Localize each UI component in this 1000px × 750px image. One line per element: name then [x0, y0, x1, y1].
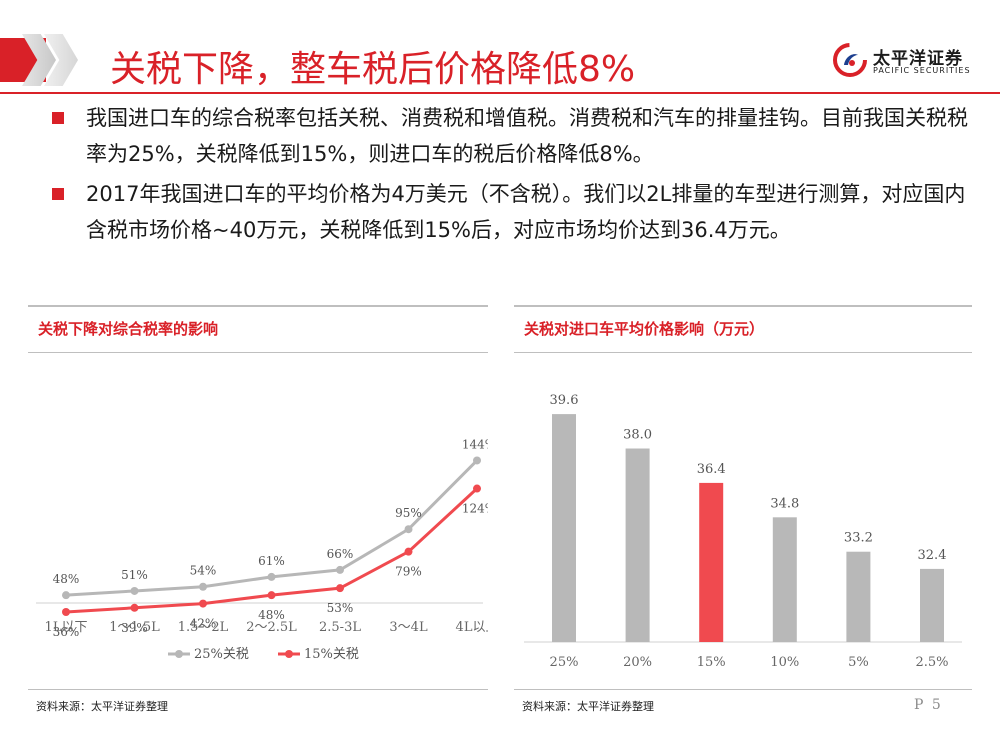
- data-point: [62, 591, 70, 600]
- panel-title-rule: [514, 352, 972, 353]
- x-tick-label: 20%: [623, 655, 652, 670]
- right-chart-title: 关税对进口车平均价格影响（万元）: [524, 320, 765, 338]
- data-label: 61%: [258, 554, 285, 568]
- bar-value-label: 36.4: [697, 462, 726, 477]
- bar-value-label: 32.4: [918, 548, 947, 563]
- x-tick-label: 25%: [550, 655, 579, 670]
- bar: [920, 568, 944, 642]
- x-tick-label: 1L以下: [45, 620, 88, 635]
- left-chart-source: 资料来源：太平洋证券整理: [36, 700, 168, 713]
- bar: [772, 517, 797, 642]
- data-label: 42%: [190, 617, 217, 631]
- panel-top-rule: [28, 305, 488, 307]
- x-tick-label: 2～2.5L: [246, 620, 297, 635]
- x-tick-label: 15%: [697, 655, 726, 670]
- bullet-item: 2017年我国进口车的平均价格为4万美元（不含税）。我们以2L排量的车型进行测算…: [52, 176, 982, 248]
- bar-value-label: 39.6: [550, 393, 579, 408]
- data-label: 124%: [462, 502, 488, 516]
- data-point: [336, 565, 344, 574]
- panel-bottom-rule: [28, 689, 488, 690]
- data-point: [473, 484, 481, 493]
- data-point: [404, 525, 413, 534]
- data-label: 66%: [327, 547, 354, 561]
- data-point: [199, 582, 207, 591]
- bullet-square-icon: [52, 188, 64, 200]
- data-point: [267, 572, 276, 581]
- bar: [846, 551, 871, 642]
- data-label: 79%: [395, 565, 422, 579]
- panel-top-rule: [514, 305, 972, 307]
- header-divider: [0, 92, 1000, 94]
- x-tick-label: 2.5-3L: [319, 620, 361, 635]
- bullet-list: 我国进口车的综合税率包括关税、消费税和增值税。消费税和汽车的排量挂钩。目前我国关…: [52, 100, 982, 252]
- data-point: [267, 591, 276, 600]
- data-label: 54%: [190, 564, 217, 578]
- slide-title: 关税下降，整车税后价格降低8%: [110, 49, 636, 90]
- bar: [625, 448, 650, 642]
- bullet-item: 我国进口车的综合税率包括关税、消费税和增值税。消费税和汽车的排量挂钩。目前我国关…: [52, 100, 982, 172]
- bullet-square-icon: [52, 112, 64, 124]
- page-number: P 5: [914, 697, 943, 713]
- x-tick-label: 2.5%: [915, 655, 948, 670]
- legend-swatch-marker: [175, 650, 183, 658]
- bar-value-label: 38.0: [623, 428, 652, 443]
- left-chart-panel: 关税下降对综合税率的影响 48% 51% 54% 61% 66% 95% 144% 36% 39…: [28, 305, 488, 725]
- data-label: 144%: [462, 437, 488, 451]
- data-point: [404, 547, 413, 556]
- data-label: 39%: [121, 621, 148, 635]
- data-label: 48%: [53, 572, 80, 586]
- data-point: [130, 603, 139, 612]
- bar-value-label: 34.8: [770, 496, 799, 511]
- bar: [552, 414, 576, 642]
- price-bar-chart: 39.6 25% 38.0 20% 36.4 15% 34.8 10% 33.2 5% 32.4 2.…: [524, 393, 962, 670]
- x-tick-label: 1～1.5L: [109, 620, 160, 635]
- right-chart-panel: 关税对进口车平均价格影响（万元） 39.6 25% 38.0 20% 36.4 15% 34…: [514, 305, 972, 725]
- right-chart-source: 资料来源：太平洋证券整理: [522, 700, 654, 713]
- x-tick-label: 10%: [770, 655, 799, 670]
- data-label: 95%: [395, 506, 422, 520]
- left-chart-title: 关税下降对综合税率的影响: [38, 320, 219, 338]
- x-tick-label: 5%: [848, 655, 869, 670]
- legend-label: 25%关税: [194, 647, 249, 662]
- x-tick-label: 4L以上: [456, 620, 488, 635]
- bullet-text: 我国进口车的综合税率包括关税、消费税和增值税。消费税和汽车的排量挂钩。目前我国关…: [86, 106, 968, 166]
- data-point: [130, 586, 139, 595]
- legend-swatch-marker: [285, 650, 293, 658]
- bar-value-label: 33.2: [844, 531, 873, 546]
- legend-label: 15%关税: [304, 647, 359, 662]
- panel-title-rule: [28, 352, 488, 353]
- company-logo: 太平洋证券 PACIFIC SECURITIES: [833, 40, 993, 82]
- data-label: 51%: [121, 568, 148, 582]
- logo-name-cn: 太平洋证券: [873, 49, 963, 69]
- data-point: [199, 599, 207, 608]
- data-point: [336, 584, 344, 593]
- data-point: [473, 456, 481, 465]
- tax-rate-line-chart: 48% 51% 54% 61% 66% 95% 144% 36% 39% 42% 48% 53% 79%…: [36, 437, 488, 662]
- logo-name-en: PACIFIC SECURITIES: [873, 66, 971, 75]
- x-tick-label: 3～4L: [389, 620, 428, 635]
- panel-bottom-rule: [514, 689, 972, 690]
- data-label: 53%: [327, 601, 354, 615]
- bullet-text: 2017年我国进口车的平均价格为4万美元（不含税）。我们以2L排量的车型进行测算…: [86, 182, 966, 242]
- x-tick-label: 1.5～2L: [178, 620, 229, 635]
- data-label: 36%: [53, 625, 80, 639]
- pacific-securities-logo-icon: [833, 43, 867, 77]
- bar: [699, 482, 724, 642]
- data-point: [62, 608, 70, 616]
- data-label: 48%: [258, 608, 285, 622]
